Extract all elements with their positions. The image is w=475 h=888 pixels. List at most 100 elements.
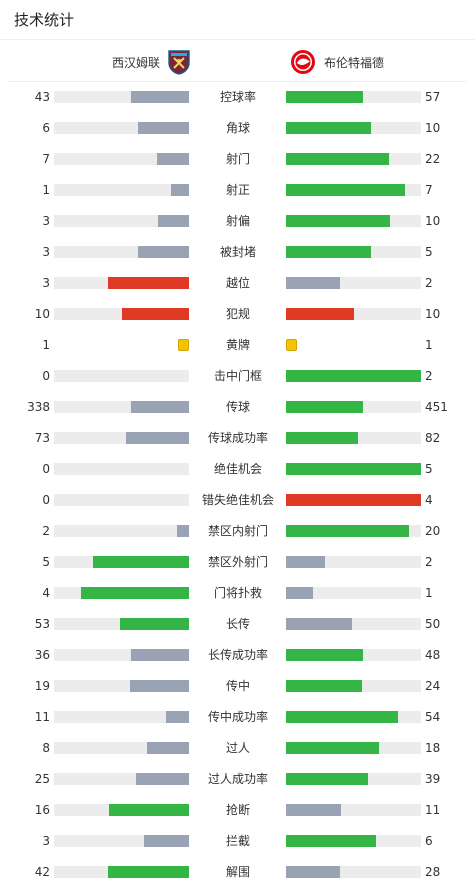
home-bar-fill [137, 122, 189, 134]
stat-label: 角球 [225, 121, 250, 135]
home-bar-fill [144, 835, 189, 847]
away-bar-track [286, 711, 421, 723]
away-bar-fill [286, 835, 377, 847]
title-divider [0, 39, 475, 40]
home-team[interactable]: 西汉姆联 [112, 44, 192, 80]
home-team-name: 西汉姆联 [112, 55, 161, 70]
home-value: 1 [42, 338, 50, 352]
home-value: 43 [34, 90, 50, 104]
home-value: 6 [42, 121, 50, 135]
home-bar-fill [157, 215, 189, 227]
stat-row: 0 击中门框 2 [0, 361, 475, 392]
stat-row: 73 传球成功率 82 [0, 423, 475, 454]
stat-label: 射偏 [225, 214, 250, 228]
stat-row: 36 长传成功率 48 [0, 640, 475, 671]
teams-divider [8, 81, 467, 82]
home-value: 5 [42, 555, 50, 569]
away-bar-fill [286, 122, 372, 134]
away-bar-fill [286, 494, 421, 506]
stat-label: 控球率 [219, 90, 256, 104]
home-value: 19 [34, 679, 50, 693]
home-bar-fill [136, 773, 189, 785]
away-bar-fill [286, 153, 389, 165]
home-bar-track [54, 401, 189, 413]
away-bar-fill [286, 618, 353, 630]
home-bar-fill [121, 308, 189, 320]
away-value: 5 [425, 462, 433, 476]
away-bar-track [286, 494, 421, 506]
away-bar-fill [286, 91, 363, 103]
stat-row: 3 越位 2 [0, 268, 475, 299]
away-bar-track [286, 649, 421, 661]
away-bar-fill [286, 556, 326, 568]
away-team[interactable]: 布伦特福德 [290, 44, 384, 80]
home-value: 36 [34, 648, 50, 662]
stat-label: 犯规 [225, 307, 250, 321]
away-bar-fill [286, 401, 363, 413]
stat-label: 传球成功率 [207, 431, 268, 445]
stat-row: 3 射偏 10 [0, 206, 475, 237]
home-bar-fill [166, 711, 189, 723]
home-bar-track [54, 370, 189, 382]
home-value: 0 [42, 493, 50, 507]
home-bar-track [54, 246, 189, 258]
away-bar-fill [286, 463, 421, 475]
home-bar-fill [147, 742, 189, 754]
stat-row: 43 控球率 57 [0, 82, 475, 113]
away-bar-fill [286, 246, 372, 258]
away-value: 28 [425, 865, 441, 879]
home-value: 7 [42, 152, 50, 166]
away-bar-track [286, 153, 421, 165]
away-value: 2 [425, 276, 433, 290]
away-value: 22 [425, 152, 441, 166]
away-bar-track [286, 866, 421, 878]
away-bar-track [286, 370, 421, 382]
away-value: 10 [425, 307, 441, 321]
home-value: 73 [34, 431, 50, 445]
away-bar-fill [286, 866, 340, 878]
away-bar-track [286, 277, 421, 289]
home-bar-track [54, 804, 189, 816]
stat-row: 6 角球 10 [0, 113, 475, 144]
stat-row: 338 传球 451 [0, 392, 475, 423]
away-bar-fill [286, 184, 405, 196]
stat-row: 19 传中 24 [0, 671, 475, 702]
away-bar-track [286, 401, 421, 413]
away-value: 10 [425, 214, 441, 228]
away-value: 4 [425, 493, 433, 507]
brentford-crest-icon [290, 49, 316, 75]
stat-label: 拦截 [225, 834, 250, 848]
stat-row: 5 禁区外射门 2 [0, 547, 475, 578]
home-bar-track [54, 153, 189, 165]
stat-label: 禁区内射门 [207, 524, 268, 538]
yellow-card-icon [178, 339, 189, 351]
away-bar-track [286, 618, 421, 630]
home-bar-fill [137, 246, 189, 258]
home-value: 42 [34, 865, 50, 879]
away-bar-fill [286, 742, 380, 754]
home-value: 2 [42, 524, 50, 538]
home-bar-fill [171, 184, 189, 196]
away-bar-track [286, 773, 421, 785]
stat-label: 黄牌 [225, 338, 250, 352]
away-bar-track [286, 835, 421, 847]
stat-label: 过人 [225, 741, 250, 755]
away-bar-track [286, 556, 421, 568]
stat-label: 射正 [225, 183, 250, 197]
stats-list: 43 控球率 57 6 角球 10 7 射门 22 1 射正 7 3 射偏 10 3 被封堵 5 3 越位 2 10 犯规 1… [0, 82, 475, 888]
away-value: 7 [425, 183, 433, 197]
away-value: 10 [425, 121, 441, 135]
home-bar-track [54, 680, 189, 692]
home-bar-track [54, 835, 189, 847]
stat-row: 3 被封堵 5 [0, 237, 475, 268]
stat-label: 长传 [225, 617, 250, 631]
away-bar-fill [286, 215, 390, 227]
home-bar-track [54, 308, 189, 320]
stat-label: 门将扑救 [213, 586, 262, 600]
home-value: 338 [27, 400, 50, 414]
home-bar-fill [109, 804, 189, 816]
stat-label: 长传成功率 [207, 648, 268, 662]
away-bar-fill [286, 277, 340, 289]
home-value: 8 [42, 741, 50, 755]
home-bar-fill [125, 432, 189, 444]
